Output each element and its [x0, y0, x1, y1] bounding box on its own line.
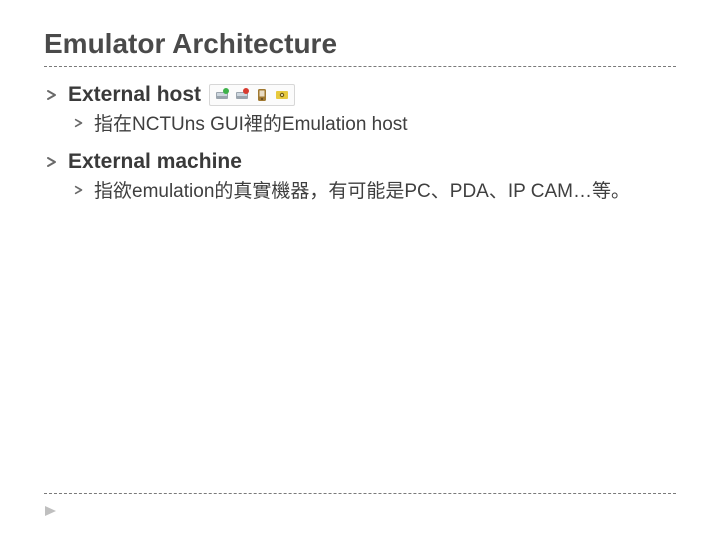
page-title: Emulator Architecture — [44, 28, 676, 60]
bullet-icon — [46, 156, 58, 168]
list-item-label: External host — [68, 81, 201, 108]
device-icon-c — [254, 87, 270, 103]
device-icon-b — [234, 87, 250, 103]
content-area: External host — [44, 81, 676, 205]
device-icon-a — [214, 87, 230, 103]
list-item-label: External machine — [68, 148, 242, 175]
bullet-icon — [74, 118, 84, 128]
footer-divider — [44, 493, 676, 494]
icon-toolbar — [209, 84, 295, 106]
slide: Emulator Architecture External host — [0, 0, 720, 540]
list-item: External host — [46, 81, 676, 108]
title-divider — [44, 66, 676, 67]
footer-marker-icon — [44, 504, 58, 522]
bullet-icon — [46, 89, 58, 101]
list-subitem: 指在NCTUns GUI裡的Emulation host — [74, 112, 676, 138]
list-subitem-text: 指欲emulation的真實機器，有可能是PC、PDA、IP CAM…等。 — [94, 179, 630, 205]
device-icon-d — [274, 87, 290, 103]
list-subitem: 指欲emulation的真實機器，有可能是PC、PDA、IP CAM…等。 — [74, 179, 676, 205]
list-subitem-text: 指在NCTUns GUI裡的Emulation host — [94, 112, 408, 138]
list-item: External machine — [46, 148, 676, 175]
bullet-icon — [74, 185, 84, 195]
